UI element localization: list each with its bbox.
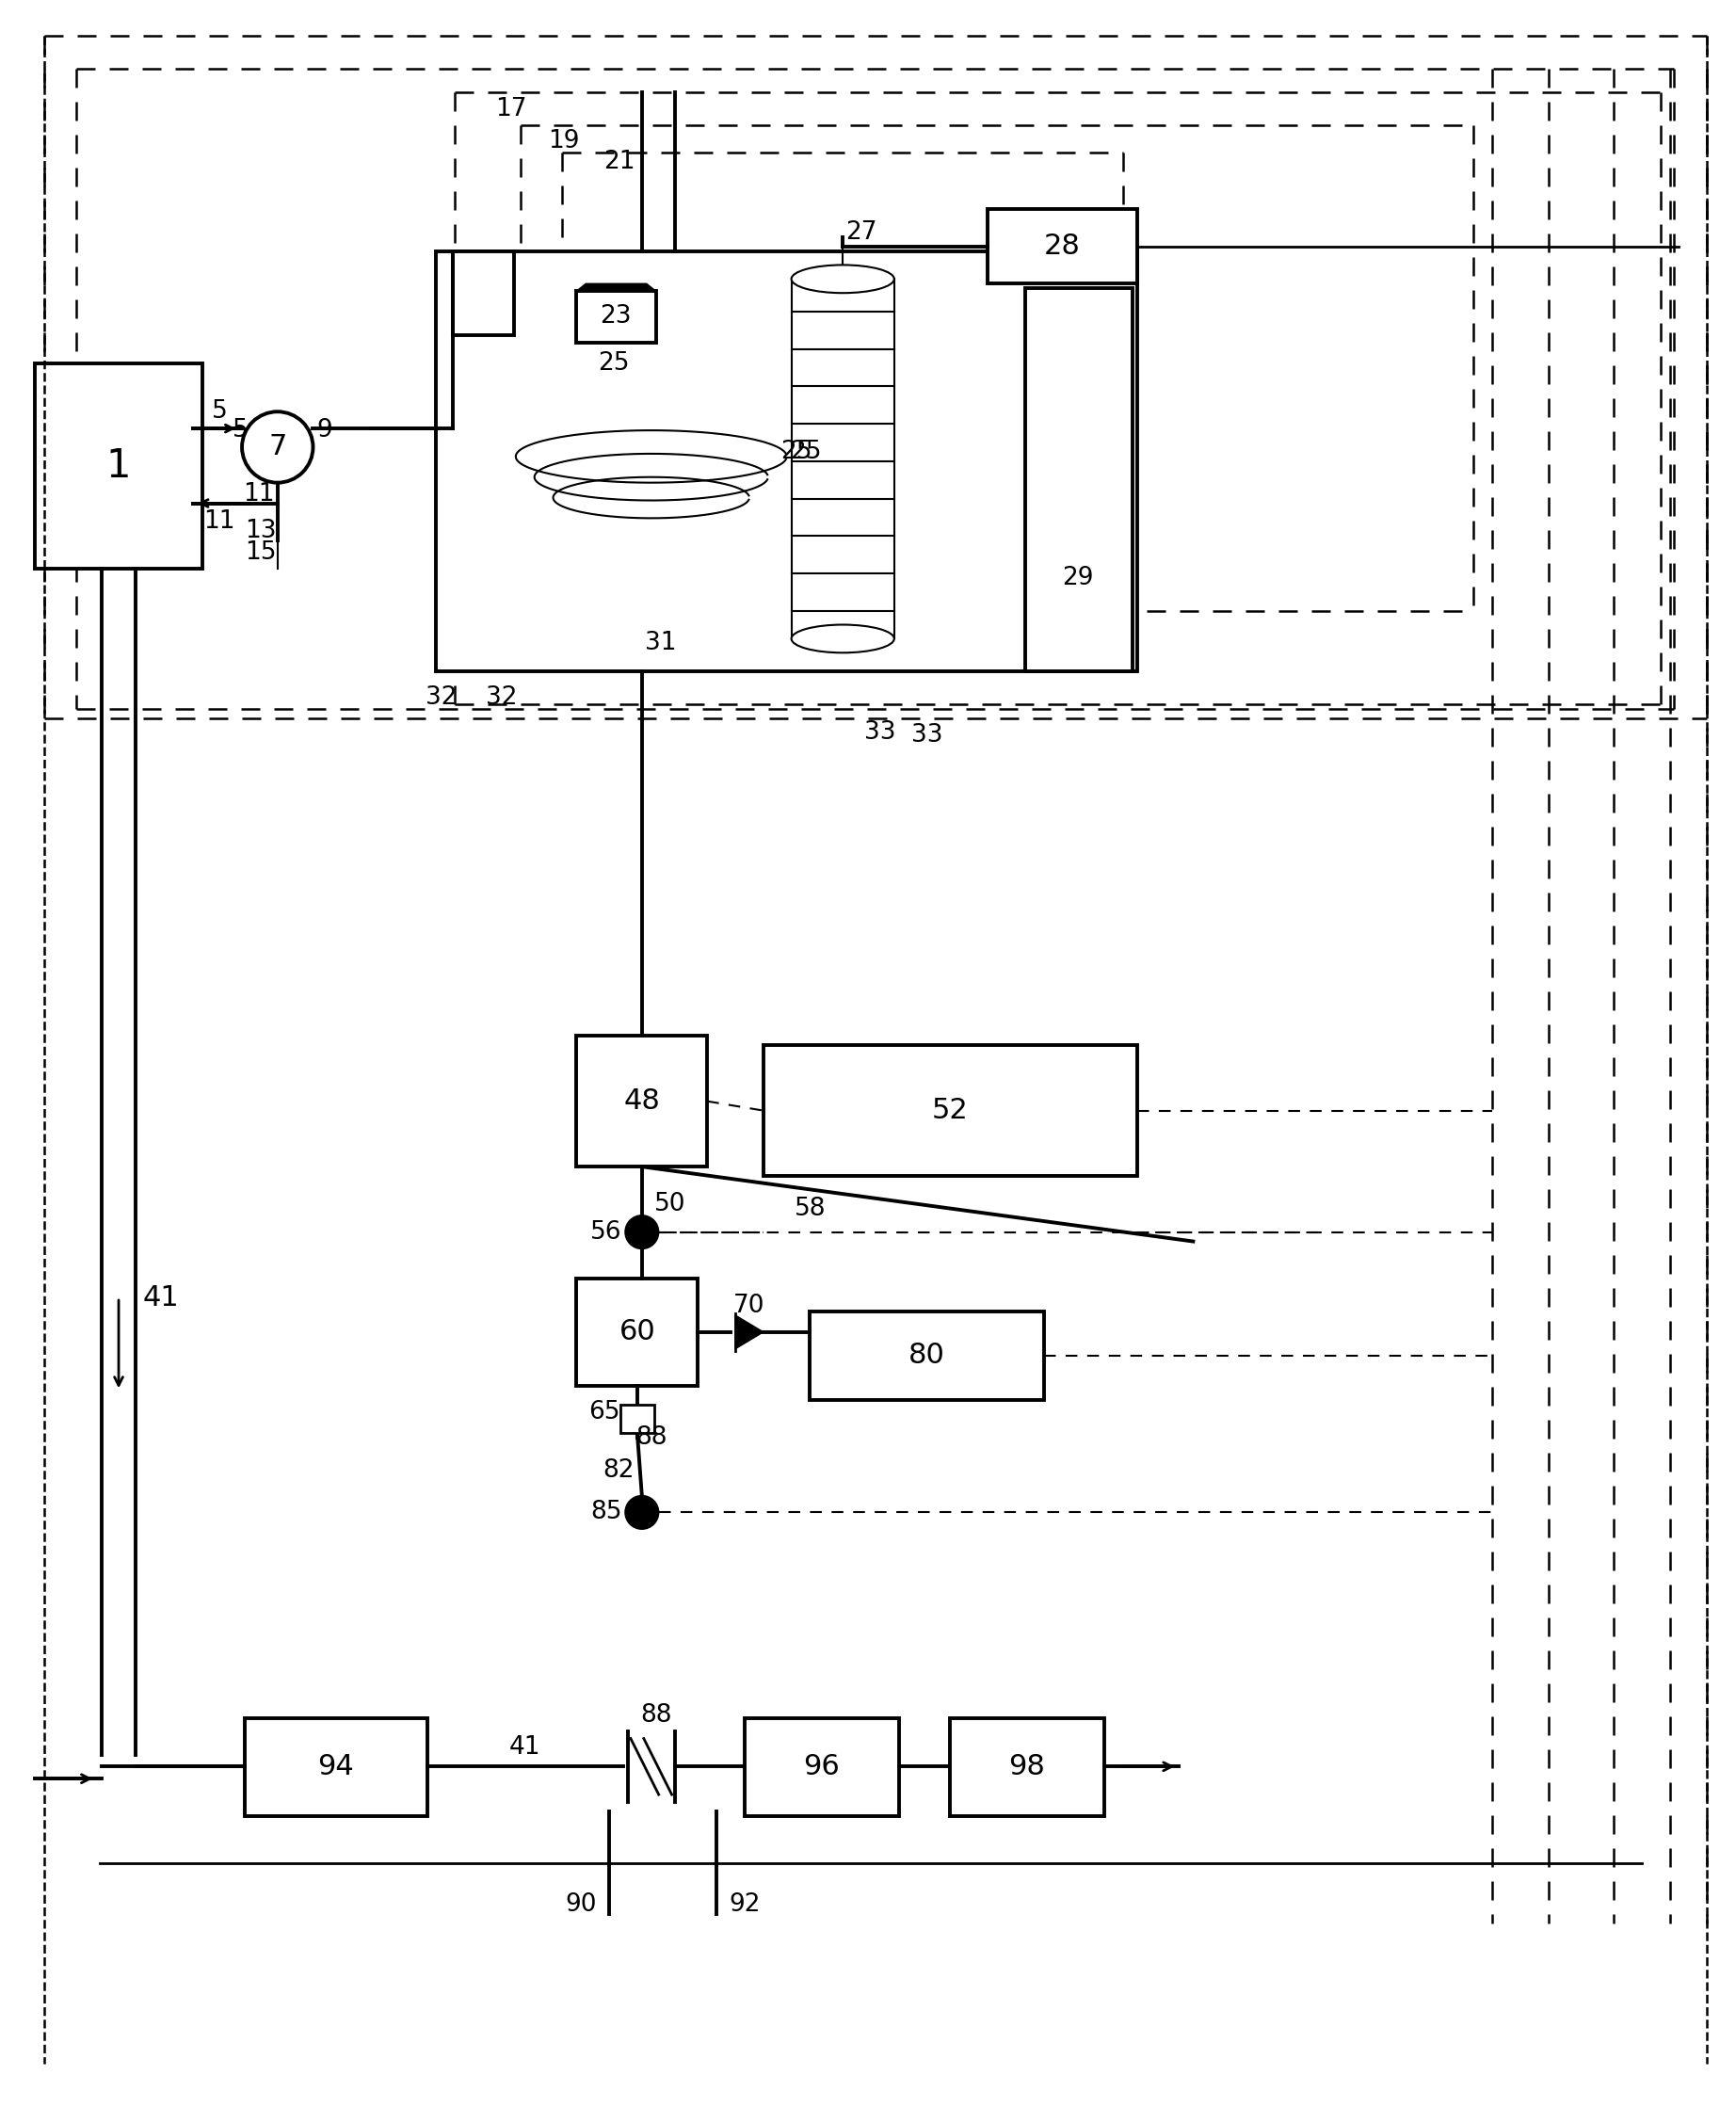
Text: 70: 70 <box>734 1294 766 1319</box>
Text: 28: 28 <box>1043 234 1080 259</box>
Text: 52: 52 <box>932 1096 969 1124</box>
Text: 50: 50 <box>654 1192 686 1217</box>
Text: 41: 41 <box>142 1283 179 1311</box>
Text: 27: 27 <box>845 221 877 244</box>
Text: 92: 92 <box>729 1892 760 1918</box>
Text: 32: 32 <box>486 686 517 709</box>
Text: 94: 94 <box>318 1752 354 1780</box>
Bar <box>988 208 1137 285</box>
Bar <box>453 251 514 336</box>
Text: 19: 19 <box>547 130 580 153</box>
Text: 23: 23 <box>601 304 632 329</box>
Text: 33: 33 <box>911 722 943 748</box>
Bar <box>950 1718 1104 1816</box>
Text: 58: 58 <box>795 1196 826 1221</box>
Text: 17: 17 <box>495 98 526 121</box>
Bar <box>811 1311 1043 1400</box>
Text: 13: 13 <box>245 518 276 544</box>
Bar <box>1024 289 1132 671</box>
Text: 25: 25 <box>599 350 630 376</box>
Text: 41: 41 <box>509 1735 542 1761</box>
Text: 33: 33 <box>865 720 896 743</box>
Bar <box>35 363 203 569</box>
Text: 5: 5 <box>212 399 227 425</box>
Bar <box>245 1718 427 1816</box>
Text: 5: 5 <box>233 418 248 442</box>
Text: 1: 1 <box>106 446 132 486</box>
Text: 65: 65 <box>589 1400 620 1425</box>
Text: 29: 29 <box>1062 565 1094 590</box>
Text: 80: 80 <box>908 1342 944 1370</box>
Bar <box>576 291 656 342</box>
Ellipse shape <box>792 624 894 652</box>
Bar <box>620 1404 654 1434</box>
Text: 60: 60 <box>620 1319 656 1347</box>
Ellipse shape <box>792 266 894 293</box>
Text: 25: 25 <box>779 440 812 463</box>
Text: 9: 9 <box>316 418 332 442</box>
Text: 96: 96 <box>804 1752 840 1780</box>
Text: 21: 21 <box>604 151 635 174</box>
Text: 56: 56 <box>590 1219 621 1245</box>
Text: 11: 11 <box>243 482 274 506</box>
Circle shape <box>625 1215 658 1249</box>
Bar <box>439 357 1134 669</box>
Text: 25: 25 <box>790 440 821 463</box>
Text: 15: 15 <box>245 539 276 565</box>
Text: 88: 88 <box>635 1425 667 1451</box>
Bar <box>1028 491 1130 669</box>
Bar <box>745 1718 899 1816</box>
Bar <box>764 1045 1137 1177</box>
Text: 48: 48 <box>623 1087 660 1115</box>
Text: 85: 85 <box>590 1500 621 1525</box>
Polygon shape <box>736 1315 764 1349</box>
Circle shape <box>625 1495 658 1529</box>
Text: 11: 11 <box>203 510 236 533</box>
Text: 88: 88 <box>641 1703 672 1727</box>
Text: 7: 7 <box>269 433 286 461</box>
Polygon shape <box>576 285 656 291</box>
Text: 90: 90 <box>566 1892 597 1918</box>
Text: 31: 31 <box>644 631 677 656</box>
Bar <box>576 1037 707 1166</box>
Text: 32: 32 <box>425 686 457 709</box>
Text: 82: 82 <box>602 1457 634 1483</box>
Bar <box>576 1279 698 1387</box>
Bar <box>436 251 1137 671</box>
Circle shape <box>241 412 312 482</box>
Text: 98: 98 <box>1009 1752 1045 1780</box>
